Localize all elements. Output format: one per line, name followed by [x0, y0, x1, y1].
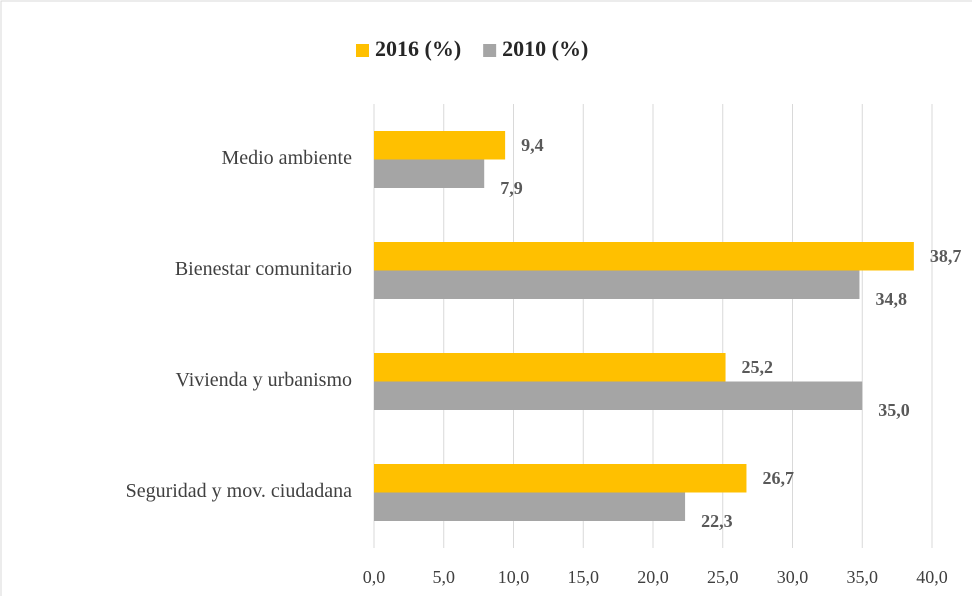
value-label: 26,7 [762, 468, 794, 488]
value-label: 25,2 [742, 357, 774, 377]
x-tick-label: 15,0 [568, 567, 600, 587]
category-label: Vivienda y urbanismo [175, 369, 352, 391]
category-label: Bienestar comunitario [175, 258, 352, 280]
bar [374, 492, 686, 521]
value-label: 7,9 [500, 178, 522, 198]
value-label: 35,0 [878, 400, 910, 420]
value-label: 38,7 [930, 246, 962, 266]
bar [374, 242, 914, 271]
bar [374, 353, 726, 382]
legend-swatch [356, 44, 369, 57]
legend-swatch [483, 44, 497, 57]
legend-label: 2016 (%) [375, 36, 461, 61]
category-label: Seguridad y mov. ciudadana [126, 480, 353, 502]
x-tick-label: 35,0 [847, 567, 879, 587]
bar [374, 131, 506, 160]
bar [374, 381, 863, 410]
value-label: 9,4 [521, 135, 544, 155]
bar [374, 464, 747, 493]
x-tick-label: 40,0 [916, 567, 948, 587]
x-tick-label: 20,0 [637, 567, 669, 587]
x-tick-label: 0,0 [363, 567, 386, 587]
value-label: 34,8 [875, 289, 907, 309]
x-tick-label: 5,0 [433, 567, 456, 587]
bar [374, 159, 485, 188]
legend-label: 2010 (%) [502, 36, 588, 61]
x-tick-label: 10,0 [498, 567, 530, 587]
x-tick-label: 30,0 [777, 567, 809, 587]
x-tick-label: 25,0 [707, 567, 739, 587]
value-label: 22,3 [701, 511, 733, 531]
category-label: Medio ambiente [221, 147, 352, 169]
bar [374, 270, 860, 299]
